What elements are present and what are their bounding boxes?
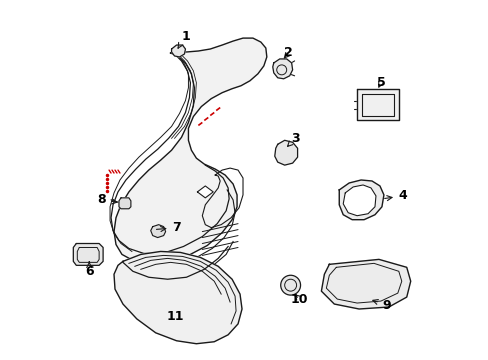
Text: 7: 7 <box>156 221 181 234</box>
Polygon shape <box>274 140 297 165</box>
Text: 4: 4 <box>384 189 407 202</box>
Polygon shape <box>321 260 410 309</box>
Text: 2: 2 <box>284 46 292 59</box>
Polygon shape <box>171 45 185 57</box>
Polygon shape <box>356 89 398 121</box>
Polygon shape <box>272 59 292 79</box>
Polygon shape <box>343 185 375 216</box>
Text: 8: 8 <box>97 193 117 206</box>
Text: 6: 6 <box>85 262 93 278</box>
Text: 3: 3 <box>287 132 299 147</box>
Polygon shape <box>119 198 131 209</box>
Polygon shape <box>339 180 383 220</box>
Polygon shape <box>150 225 165 238</box>
Polygon shape <box>73 243 103 265</box>
Polygon shape <box>114 38 266 264</box>
Text: 5: 5 <box>376 76 385 89</box>
Polygon shape <box>197 186 213 198</box>
Circle shape <box>280 275 300 295</box>
Text: 11: 11 <box>166 310 184 323</box>
Polygon shape <box>114 251 242 344</box>
Text: 9: 9 <box>372 298 390 311</box>
Text: 1: 1 <box>178 30 189 48</box>
Text: 10: 10 <box>290 293 308 306</box>
